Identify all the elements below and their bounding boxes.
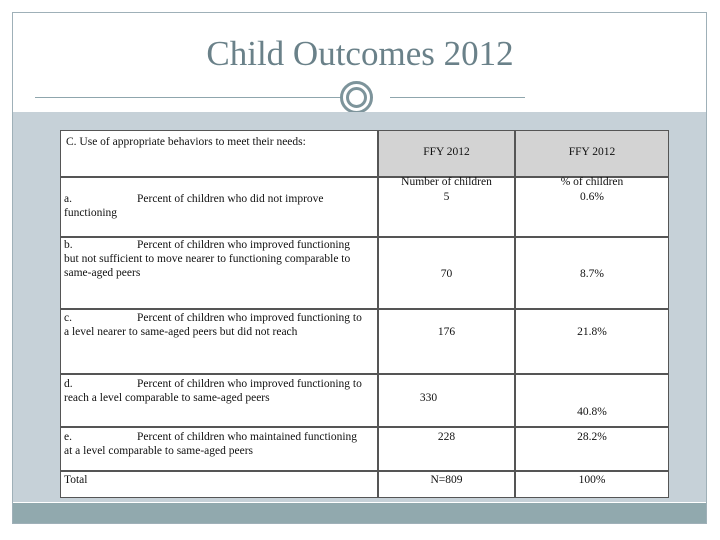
- header-number-cell: FFY 2012: [378, 130, 515, 177]
- total-label: Total: [64, 474, 88, 486]
- row-d-letter: d.: [64, 378, 73, 390]
- title-rule-right: [390, 97, 525, 98]
- row-a-label-cell: a. Percent of children who did not impro…: [60, 177, 378, 237]
- row-d-number-cell: 330: [378, 374, 515, 427]
- header-percent-year: FFY 2012: [568, 146, 616, 158]
- row-c-letter: c.: [64, 312, 72, 324]
- row-e-number: 228: [437, 431, 456, 443]
- row-c-number: 176: [437, 326, 456, 338]
- row-b-line-3: same-aged peers: [64, 267, 141, 279]
- row-e-number-cell: 228: [378, 427, 515, 471]
- header-question: C. Use of appropriate behaviors to meet …: [66, 136, 306, 148]
- row-b-line-1: Percent of children who improved functio…: [137, 239, 351, 251]
- row-a-line-2: functioning: [64, 207, 118, 219]
- total-percent-cell: 100%: [515, 471, 669, 498]
- percent-of-children-label: % of children: [560, 176, 624, 188]
- slide-frame: [12, 12, 707, 524]
- total-number-cell: N=809: [378, 471, 515, 498]
- row-b-percent-cell: 8.7%: [515, 237, 669, 309]
- row-a-number: 5: [443, 191, 450, 203]
- total-number: N=809: [430, 474, 463, 486]
- row-b-line-2: but not sufficient to move nearer to fun…: [64, 253, 351, 265]
- total-percent: 100%: [578, 474, 606, 486]
- row-c-percent: 21.8%: [577, 326, 607, 338]
- decorative-circle-icon: [340, 81, 373, 114]
- row-b-number: 70: [440, 268, 453, 280]
- row-e-letter: e.: [64, 431, 72, 443]
- row-a-letter: a.: [64, 193, 72, 205]
- row-c-line-2: a level nearer to same-aged peers but di…: [64, 326, 298, 338]
- total-label-cell: Total: [60, 471, 378, 498]
- number-of-children-label: Number of children: [401, 176, 492, 188]
- row-d-line-1: Percent of children who improved functio…: [137, 378, 362, 390]
- title-rule-left: [35, 97, 355, 98]
- row-e-percent-cell: 28.2%: [515, 427, 669, 471]
- row-a-number-cell: Number of children 5: [378, 176, 515, 237]
- row-d-label-cell: d. Percent of children who improved func…: [60, 374, 378, 427]
- row-a-percent: 0.6%: [580, 191, 604, 203]
- row-c-percent-cell: 21.8%: [515, 309, 669, 374]
- row-b-number-cell: 70: [378, 237, 515, 309]
- row-c-line-1: Percent of children who improved functio…: [137, 312, 362, 324]
- row-e-label-cell: e. Percent of children who maintained fu…: [60, 427, 378, 471]
- row-d-percent: 40.8%: [577, 406, 607, 418]
- row-d-number: 330: [419, 392, 438, 404]
- row-c-number-cell: 176: [378, 309, 515, 374]
- row-e-line-1: Percent of children who maintained funct…: [137, 431, 358, 443]
- row-d-line-2: reach a level comparable to same-aged pe…: [64, 392, 270, 404]
- row-a-percent-cell: % of children 0.6%: [515, 176, 669, 237]
- row-c-label-cell: c. Percent of children who improved func…: [60, 309, 378, 374]
- row-e-percent: 28.2%: [577, 431, 607, 443]
- row-e-line-2: at a level comparable to same-aged peers: [64, 445, 254, 457]
- slide-title: Child Outcomes 2012: [206, 34, 514, 73]
- row-d-percent-cell: 40.8%: [515, 374, 669, 427]
- row-a-line-1: Percent of children who did not improve: [137, 193, 324, 205]
- footer-bar: [13, 503, 706, 523]
- header-question-cell: C. Use of appropriate behaviors to meet …: [60, 130, 378, 177]
- header-percent-cell: FFY 2012: [515, 130, 669, 177]
- row-b-percent: 8.7%: [580, 268, 604, 280]
- header-number-year: FFY 2012: [423, 146, 470, 158]
- row-b-label-cell: b. Percent of children who improved func…: [60, 237, 378, 309]
- row-b-letter: b.: [64, 239, 73, 251]
